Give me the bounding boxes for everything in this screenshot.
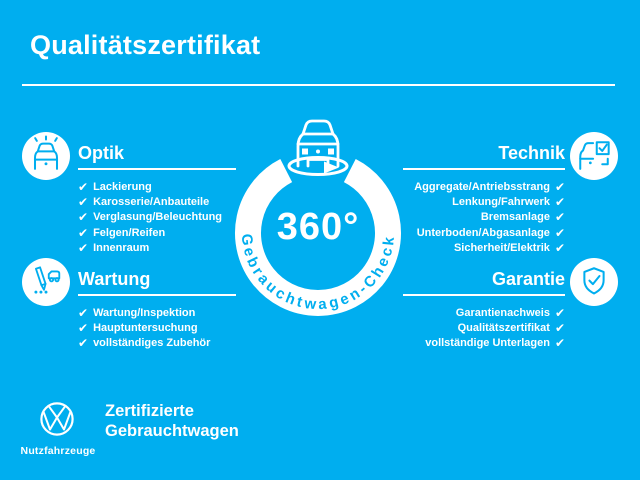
check-icon: ✔ — [78, 179, 89, 194]
check-item-label: Lackierung — [93, 180, 152, 193]
check-item: Aggregate/Antriebsstrang ✔ — [403, 179, 565, 194]
check-item-label: Karosserie/Anbauteile — [93, 196, 210, 209]
section-garantie-items: Garantienachweis ✔ Qualitätszertifikat ✔ v… — [403, 305, 565, 351]
check-icon: ✔ — [554, 241, 565, 256]
check-icon: ✔ — [78, 336, 89, 351]
check-item: ✔ Innenraum — [78, 241, 236, 256]
check-item-label: Felgen/Reifen — [93, 226, 166, 239]
check-item-label: Wartung/Inspektion — [93, 306, 196, 319]
check-item: ✔ Felgen/Reifen — [78, 225, 236, 240]
check-item: ✔ Lackierung — [78, 179, 236, 194]
footer-tagline-line2: Gebrauchtwagen — [105, 421, 239, 440]
section-technik-title: Technik — [498, 143, 565, 163]
check-item: Qualitätszertifikat ✔ — [403, 320, 565, 335]
check-icon: ✔ — [554, 210, 565, 225]
check-item-label: Sicherheit/Elektrik — [453, 242, 550, 255]
ring-arc — [235, 159, 401, 316]
check-item: ✔ Hauptuntersuchung — [78, 320, 236, 335]
check-item-label: Verglasung/Beleuchtung — [93, 211, 223, 224]
check-icon: ✔ — [554, 195, 565, 210]
check-item: Unterboden/Abgasanlage ✔ — [403, 225, 565, 240]
check-item-label: vollständige Unterlagen — [425, 337, 550, 350]
check-item-label: Aggregate/Antriebsstrang — [414, 180, 550, 193]
check-item-label: Hauptuntersuchung — [93, 322, 198, 335]
footer-tagline-line1: Zertifizierte — [105, 402, 194, 420]
section-technik: Technik Aggregate/Antriebsstrang ✔ Lenkun… — [403, 143, 565, 256]
check-item: ✔ vollständiges Zubehör — [78, 336, 236, 351]
degree-label: 360° — [276, 206, 360, 248]
vw-logo — [40, 402, 74, 436]
check-item: vollständige Unterlagen ✔ — [403, 336, 565, 351]
check-item-label: Lenkung/Fahrwerk — [452, 196, 550, 209]
section-optik-title: Optik — [78, 143, 125, 163]
check-icon: ✔ — [554, 305, 565, 320]
ring-360-check: Gebrauchtwagen-Check — [235, 119, 401, 316]
check-item: Bremsanlage ✔ — [403, 210, 565, 225]
check-icon: ✔ — [78, 195, 89, 210]
check-icon: ✔ — [554, 336, 565, 351]
check-icon: ✔ — [554, 179, 565, 194]
check-item: ✔ Wartung/Inspektion — [78, 305, 236, 320]
check-item: ✔ Verglasung/Beleuchtung — [78, 210, 236, 225]
page-title: Qualitätszertifikat — [30, 30, 261, 60]
check-icon: ✔ — [78, 225, 89, 240]
check-item-label: Garantienachweis — [455, 306, 550, 319]
shield-check-icon — [570, 258, 618, 306]
check-icon: ✔ — [554, 225, 565, 240]
car-checkbox-icon — [570, 132, 618, 180]
section-optik-underline — [78, 168, 236, 170]
check-item-label: Bremsanlage — [480, 211, 550, 224]
check-item-label: Qualitätszertifikat — [457, 322, 550, 335]
section-garantie-title: Garantie — [491, 269, 565, 289]
check-icon: ✔ — [78, 210, 89, 225]
check-item-label: vollständiges Zubehör — [93, 337, 211, 350]
check-item-label: Unterboden/Abgasanlage — [416, 226, 550, 239]
section-technik-underline — [403, 168, 565, 170]
section-wartung-underline — [78, 294, 236, 296]
brand-label: Nutzfahrzeuge — [20, 445, 96, 457]
header-divider — [22, 84, 615, 86]
check-item: Lenkung/Fahrwerk ✔ — [403, 194, 565, 209]
check-icon: ✔ — [78, 305, 89, 320]
section-wartung-items: ✔ Wartung/Inspektion ✔ Hauptuntersuchung ✔… — [78, 305, 236, 351]
check-item: Sicherheit/Elektrik ✔ — [403, 241, 565, 256]
car-shine-icon — [22, 132, 70, 180]
section-garantie: Garantie Garantienachweis ✔ Qualitätszert… — [403, 269, 565, 351]
check-item: Garantienachweis ✔ — [403, 305, 565, 320]
maintenance-checklist-icon — [22, 258, 70, 306]
car-360-rotate-icon — [287, 119, 349, 176]
check-item-label: Innenraum — [93, 242, 150, 255]
check-icon: ✔ — [554, 321, 565, 336]
footer-tagline: Zertifizierte Gebrauchtwagen — [105, 402, 239, 441]
section-garantie-underline — [403, 294, 565, 296]
section-wartung-title: Wartung — [78, 269, 151, 289]
check-icon: ✔ — [78, 321, 89, 336]
section-technik-items: Aggregate/Antriebsstrang ✔ Lenkung/Fahrwe… — [403, 179, 565, 256]
check-item: ✔ Karosserie/Anbauteile — [78, 194, 236, 209]
section-optik: Optik ✔ Lackierung ✔ Karosserie/Anbauteile… — [78, 143, 236, 256]
section-wartung: Wartung ✔ Wartung/Inspektion ✔ Hauptunters… — [78, 269, 236, 351]
check-icon: ✔ — [78, 241, 89, 256]
section-optik-items: ✔ Lackierung ✔ Karosserie/Anbauteile ✔ Verg… — [78, 179, 236, 256]
